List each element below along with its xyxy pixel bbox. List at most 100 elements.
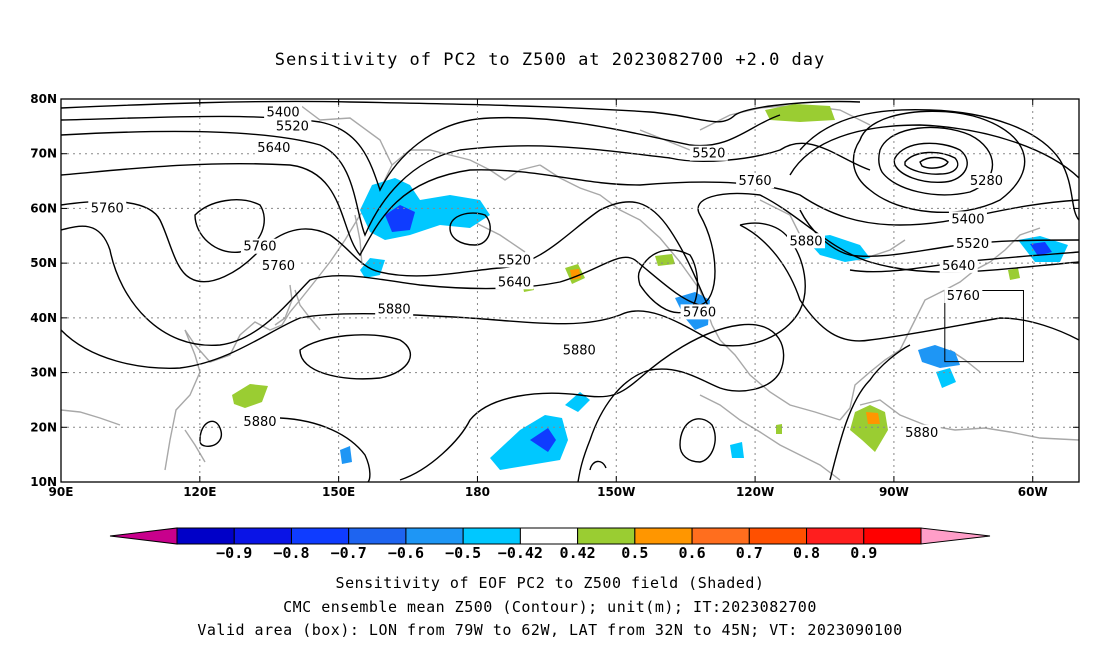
colorbar-swatch	[863, 527, 922, 545]
contour-label-text: 5520	[498, 253, 531, 268]
colorbar-label: 0.42	[560, 544, 596, 562]
page-title: Sensitivity of PC2 to Z500 at 2023082700…	[274, 50, 826, 70]
x-tick-label: 150W	[597, 485, 635, 499]
contour-label: 5640	[254, 140, 293, 156]
contour-label: 5520	[689, 145, 728, 162]
shade-negative-blob	[340, 446, 352, 464]
contour-label-text: 5880	[789, 234, 822, 249]
colorbar-label: −0.9	[216, 544, 252, 562]
colorbar-label: −0.6	[388, 544, 424, 562]
axis-ticks: 90E 120E 150E 180 150W 120W 90W 60W 10N 20N 30N 40N…	[30, 92, 1079, 499]
y-tick-label: 40N	[30, 311, 57, 325]
contour-label-text: 5640	[257, 141, 290, 156]
colorbar-swatch	[806, 527, 865, 545]
x-tick-label: 90W	[879, 485, 909, 499]
x-tick-label: 120E	[183, 485, 216, 499]
shade-negative-blob	[730, 442, 744, 458]
shade-negative-blob	[565, 392, 590, 412]
contour-label: 5640	[495, 274, 534, 290]
contour-label: 5520	[495, 252, 534, 268]
colorbar-left-tip	[109, 527, 178, 545]
colorbar-label: 0.7	[736, 544, 763, 562]
coastlines	[61, 104, 1079, 481]
contour-label: 5880	[240, 413, 279, 430]
contour-label: 5760	[240, 238, 279, 255]
contour-label: 5400	[264, 104, 303, 121]
y-tick-label: 80N	[30, 92, 57, 106]
colorbar-label: −0.5	[445, 544, 481, 562]
colorbar-swatch	[577, 527, 636, 545]
contour-label-text: 5760	[91, 201, 124, 216]
colorbar-swatch	[691, 527, 750, 545]
colorbar-swatch	[176, 527, 235, 545]
contour-label: 5760	[680, 304, 719, 320]
y-tick-label: 60N	[30, 201, 57, 215]
contour-label: 5520	[953, 235, 992, 252]
colorbar-label: −0.8	[273, 544, 309, 562]
shade-negative-core	[1030, 242, 1052, 256]
colorbar-swatch	[290, 527, 350, 545]
colorbar-label: 0.5	[621, 544, 648, 562]
contour-label-text: 5760	[739, 174, 772, 189]
colorbar-swatch	[233, 527, 292, 545]
x-tick-label: 120W	[736, 485, 774, 499]
contour-label-text: 5880	[563, 344, 596, 359]
contour-label: 5880	[375, 301, 414, 318]
contour-label-text: 5880	[905, 426, 938, 441]
contour-label-text: 5520	[692, 147, 725, 162]
z500-contours	[61, 100, 1079, 482]
colorbar-swatch	[348, 527, 407, 545]
colorbar-label: 0.8	[793, 544, 820, 562]
shade-positive-blob	[1008, 268, 1020, 280]
contour-label: 5880	[560, 342, 599, 359]
contour-label: 5760	[736, 173, 775, 189]
y-tick-label: 20N	[30, 420, 57, 434]
x-tick-label: 60W	[1018, 485, 1048, 499]
grid-lines	[61, 99, 1079, 482]
contour-labels: 5400552056405760576057605880588058805880…	[88, 104, 1006, 441]
shade-negative-core	[385, 205, 415, 232]
caption-line-3: Valid area (box): LON from 79W to 62W, L…	[197, 621, 903, 639]
shade-positive-blob	[655, 254, 675, 266]
contour-label-text: 5880	[378, 303, 411, 318]
colorbar-label: 0.6	[679, 544, 706, 562]
x-tick-label: 150E	[322, 485, 355, 499]
shade-positive-core	[866, 412, 880, 424]
colorbar-swatch	[405, 527, 464, 545]
contour-label-text: 5760	[947, 289, 980, 304]
colorbar-label: 0.9	[850, 544, 877, 562]
contour-label: 5880	[902, 424, 941, 441]
contour-label: 5880	[786, 233, 825, 249]
contour-label-text: 5640	[942, 259, 975, 274]
contour-label: 5280	[967, 173, 1006, 189]
contour-label-text: 5760	[243, 240, 276, 255]
caption-line-1: Sensitivity of EOF PC2 to Z500 field (Sh…	[335, 574, 765, 592]
contour-label: 5760	[88, 200, 127, 216]
contour-label: 5760	[259, 257, 298, 274]
contour-label-text: 5760	[683, 305, 716, 320]
y-tick-label: 10N	[30, 475, 57, 489]
colorbar-label: −0.7	[331, 544, 367, 562]
y-tick-label: 50N	[30, 256, 57, 270]
contour-label: 5520	[273, 118, 312, 134]
shade-negative-core	[530, 428, 556, 452]
colorbar-swatch	[519, 527, 579, 545]
shade-negative-blob	[918, 345, 960, 368]
x-tick-label: 180	[465, 485, 490, 499]
contour-label-text: 5280	[970, 174, 1003, 189]
sensitivity-shading	[232, 104, 1068, 470]
shade-positive-blob	[776, 424, 782, 434]
colorbar: −0.9 −0.8 −0.7 −0.6 −0.5 −0.42 0.42 0.5 0.6 0.7 0.…	[109, 527, 991, 562]
caption-line-2: CMC ensemble mean Z500 (Contour); unit(m…	[283, 598, 817, 616]
map-border	[60, 98, 1080, 483]
contour-label: 5400	[948, 211, 987, 227]
contour-label-text: 5400	[951, 212, 984, 227]
valid-area-box	[944, 290, 1024, 363]
contour-label: 5640	[939, 257, 978, 274]
y-tick-label: 30N	[30, 366, 57, 380]
y-tick-label: 70N	[30, 147, 57, 161]
contour-label-text: 5640	[498, 275, 531, 290]
shade-positive-blob	[232, 384, 268, 408]
colorbar-right-tip	[920, 527, 991, 545]
